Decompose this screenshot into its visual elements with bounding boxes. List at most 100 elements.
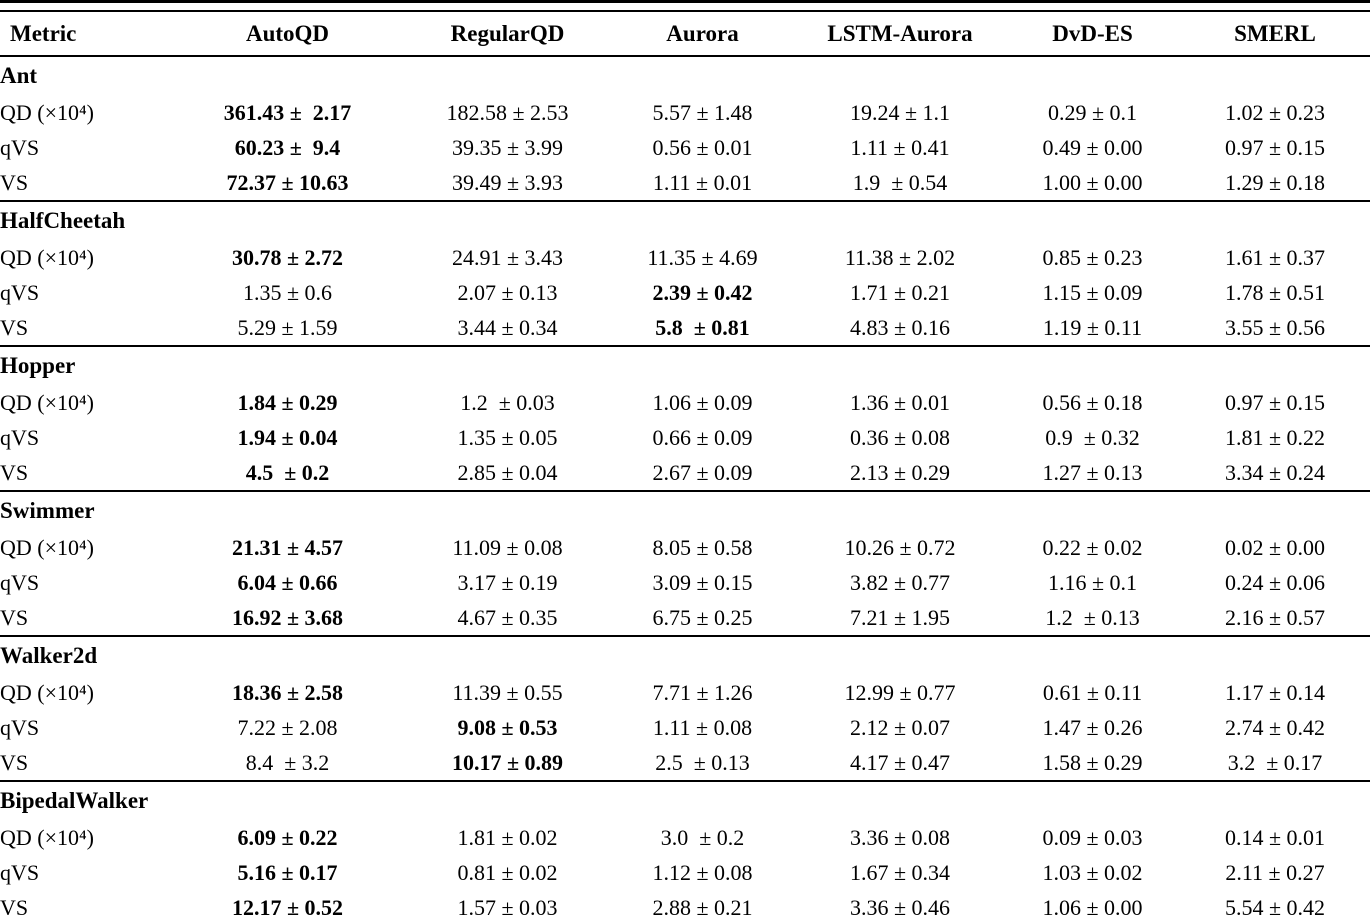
value-cell: 2.88 ± 0.21	[652, 894, 753, 915]
value-cell: 19.24 ± 1.1	[849, 99, 951, 125]
section-title-row: Swimmer	[0, 491, 1370, 530]
value-cell: 16.92 ± 3.68	[231, 604, 344, 630]
value-cell: 7.21 ± 1.95	[849, 604, 951, 630]
value-cell: 0.02 ± 0.00	[1224, 534, 1326, 560]
value-cell: 1.11 ± 0.41	[850, 134, 950, 160]
value-cell: 72.37 ± 10.63	[226, 169, 349, 195]
value-cell: 0.14 ± 0.01	[1224, 824, 1326, 850]
value-cell: 1.15 ± 0.09	[1042, 279, 1143, 305]
value-cell: 3.36 ± 0.08	[849, 824, 951, 850]
value-cell: 8.05 ± 0.58	[652, 534, 753, 560]
value-cell: 0.09 ± 0.03	[1042, 824, 1143, 850]
value-cell: 3.82 ± 0.77	[849, 569, 951, 595]
metric-cell: QD (×10⁴)	[0, 389, 95, 415]
value-cell: 1.27 ± 0.13	[1042, 459, 1143, 485]
value-cell: 9.08 ± 0.53	[457, 714, 558, 740]
metric-cell: VS	[0, 604, 29, 630]
column-header-autoqd: AutoQD	[245, 20, 330, 46]
value-cell: 1.06 ± 0.00	[1042, 894, 1143, 915]
value-cell: 18.36 ± 2.58	[231, 679, 344, 705]
value-cell: 4.67 ± 0.35	[457, 604, 558, 630]
section-title: BipedalWalker	[0, 788, 149, 813]
value-cell: 1.29 ± 0.18	[1224, 169, 1326, 195]
column-header-lstm-aurora: LSTM-Aurora	[827, 20, 973, 46]
value-cell: 1.12 ± 0.08	[652, 859, 753, 885]
value-cell: 3.44 ± 0.34	[457, 314, 558, 340]
value-cell: 7.22 ± 2.08	[237, 714, 338, 740]
value-cell: 0.81 ± 0.02	[457, 859, 558, 885]
table-row: VS 72.37 ± 10.63 39.49 ± 3.93 1.11 ± 0.01 1.…	[0, 165, 1370, 201]
value-cell: 8.4 ± 3.2	[245, 749, 330, 775]
value-cell: 1.35 ± 0.05	[457, 424, 558, 450]
value-cell: 0.61 ± 0.11	[1042, 679, 1143, 705]
value-cell: 3.17 ± 0.19	[457, 569, 558, 595]
value-cell: 1.02 ± 0.23	[1224, 99, 1326, 125]
value-cell: 11.09 ± 0.08	[452, 534, 563, 560]
metric-cell: QD (×10⁴)	[0, 534, 95, 560]
table-row: qVS 60.23 ± 9.4 39.35 ± 3.99 0.56 ± 0.01 1.1…	[0, 130, 1370, 165]
value-cell: 1.47 ± 0.26	[1042, 714, 1143, 740]
value-cell: 3.34 ± 0.24	[1224, 459, 1326, 485]
value-cell: 7.71 ± 1.26	[652, 679, 753, 705]
value-cell: 0.9 ± 0.32	[1045, 424, 1140, 450]
section-title-row: Ant	[0, 56, 1370, 95]
value-cell: 1.11 ± 0.01	[652, 169, 753, 195]
value-cell: 2.67 ± 0.09	[652, 459, 753, 485]
value-cell: 11.38 ± 2.02	[844, 244, 956, 270]
value-cell: 6.04 ± 0.66	[237, 569, 338, 595]
table-row: QD (×10⁴) 6.09 ± 0.22 1.81 ± 0.02 3.0 ± 0.2…	[0, 820, 1370, 855]
value-cell: 1.06 ± 0.09	[652, 389, 753, 415]
value-cell: 1.35 ± 0.6	[242, 279, 333, 305]
column-header-metric: Metric	[10, 20, 77, 46]
value-cell: 30.78 ± 2.72	[231, 244, 344, 270]
value-cell: 5.54 ± 0.42	[1224, 894, 1326, 915]
column-header-smerl: SMERL	[1234, 20, 1316, 46]
value-cell: 6.75 ± 0.25	[652, 604, 753, 630]
value-cell: 3.0 ± 0.2	[660, 824, 745, 850]
value-cell: 2.5 ± 0.13	[655, 749, 750, 775]
value-cell: 1.00 ± 0.00	[1042, 169, 1143, 195]
table-row: QD (×10⁴) 21.31 ± 4.57 11.09 ± 0.08 8.05 ± …	[0, 530, 1370, 565]
metric-cell: VS	[0, 749, 29, 775]
column-header-dvd-es: DvD-ES	[1052, 20, 1133, 46]
value-cell: 1.2 ± 0.03	[460, 389, 555, 415]
value-cell: 3.55 ± 0.56	[1224, 314, 1326, 340]
value-cell: 1.67 ± 0.34	[849, 859, 951, 885]
value-cell: 1.11 ± 0.08	[652, 714, 753, 740]
value-cell: 4.83 ± 0.16	[849, 314, 951, 340]
metric-cell: QD (×10⁴)	[0, 99, 95, 125]
value-cell: 1.17 ± 0.14	[1224, 679, 1326, 705]
table-row: qVS 7.22 ± 2.08 9.08 ± 0.53 1.11 ± 0.08 2.12…	[0, 710, 1370, 745]
value-cell: 2.74 ± 0.42	[1224, 714, 1326, 740]
metric-cell: VS	[0, 314, 29, 340]
value-cell: 182.58 ± 2.53	[446, 99, 569, 125]
value-cell: 2.13 ± 0.29	[849, 459, 951, 485]
value-cell: 1.57 ± 0.03	[457, 894, 558, 915]
value-cell: 5.29 ± 1.59	[237, 314, 338, 340]
table-row: VS 16.92 ± 3.68 4.67 ± 0.35 6.75 ± 0.25 7.21…	[0, 600, 1370, 636]
value-cell: 2.85 ± 0.04	[457, 459, 558, 485]
section-bipedalwalker: BipedalWalker QD (×10⁴) 6.09 ± 0.22 1.81 ± …	[0, 781, 1370, 915]
value-cell: 0.97 ± 0.15	[1224, 134, 1326, 160]
value-cell: 1.94 ± 0.04	[237, 424, 338, 450]
value-cell: 21.31 ± 4.57	[231, 534, 344, 560]
value-cell: 11.39 ± 0.55	[452, 679, 563, 705]
value-cell: 2.39 ± 0.42	[652, 279, 753, 305]
metric-cell: qVS	[0, 279, 40, 305]
value-cell: 0.66 ± 0.09	[652, 424, 753, 450]
value-cell: 0.49 ± 0.00	[1042, 134, 1143, 160]
value-cell: 11.35 ± 4.69	[647, 244, 758, 270]
value-cell: 12.17 ± 0.52	[231, 894, 344, 915]
value-cell: 0.29 ± 0.1	[1047, 99, 1138, 125]
metric-cell: VS	[0, 894, 29, 915]
metric-cell: qVS	[0, 134, 40, 160]
value-cell: 1.58 ± 0.29	[1042, 749, 1143, 775]
value-cell: 1.9 ± 0.54	[852, 169, 948, 195]
value-cell: 3.2 ± 0.17	[1227, 749, 1323, 775]
table-header-row: Metric AutoQD RegularQD Aurora LSTM-Auro…	[0, 12, 1370, 56]
table-row: QD (×10⁴) 1.84 ± 0.29 1.2 ± 0.03 1.06 ± 0.0…	[0, 385, 1370, 420]
table-top-rule	[0, 0, 1370, 12]
value-cell: 0.24 ± 0.06	[1224, 569, 1326, 595]
value-cell: 2.12 ± 0.07	[849, 714, 951, 740]
table-row: qVS 6.04 ± 0.66 3.17 ± 0.19 3.09 ± 0.15 3.82…	[0, 565, 1370, 600]
